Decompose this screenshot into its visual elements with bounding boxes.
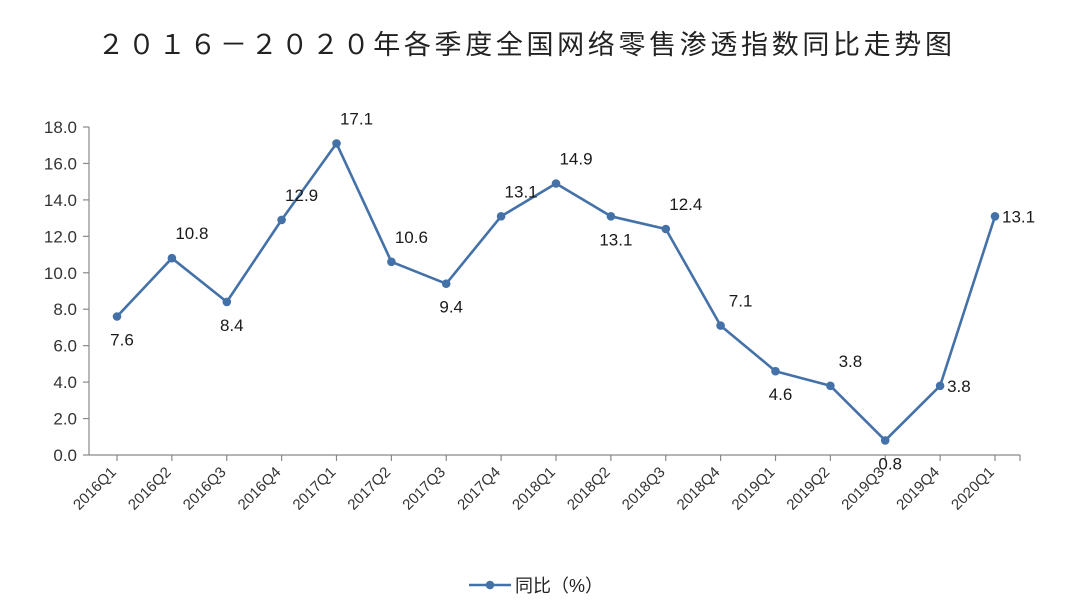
- svg-text:6.0: 6.0: [53, 337, 77, 356]
- svg-text:2016Q2: 2016Q2: [125, 464, 175, 514]
- svg-text:13.1: 13.1: [1002, 207, 1035, 226]
- svg-text:3.8: 3.8: [839, 352, 863, 371]
- svg-text:2019Q3: 2019Q3: [838, 464, 888, 514]
- svg-text:2018Q4: 2018Q4: [674, 464, 724, 514]
- svg-text:9.4: 9.4: [439, 298, 463, 317]
- svg-text:2017Q4: 2017Q4: [454, 464, 504, 514]
- svg-text:10.0: 10.0: [44, 264, 77, 283]
- svg-text:17.1: 17.1: [340, 109, 373, 128]
- svg-text:2019Q1: 2019Q1: [729, 464, 779, 514]
- svg-text:2.0: 2.0: [53, 410, 77, 429]
- svg-text:7.6: 7.6: [110, 331, 134, 350]
- svg-text:2018Q1: 2018Q1: [509, 464, 559, 514]
- svg-text:2017Q2: 2017Q2: [344, 464, 394, 514]
- svg-text:2018Q2: 2018Q2: [564, 464, 614, 514]
- svg-text:12.0: 12.0: [44, 227, 77, 246]
- svg-text:13.1: 13.1: [505, 182, 538, 201]
- svg-text:4.6: 4.6: [769, 385, 793, 404]
- svg-text:2018Q3: 2018Q3: [619, 464, 669, 514]
- svg-text:12.9: 12.9: [285, 186, 318, 205]
- svg-text:8.4: 8.4: [220, 316, 244, 335]
- svg-text:13.1: 13.1: [599, 230, 632, 249]
- svg-text:2016Q4: 2016Q4: [235, 464, 285, 514]
- svg-text:12.4: 12.4: [669, 195, 702, 214]
- svg-text:0.0: 0.0: [53, 446, 77, 465]
- svg-text:2017Q3: 2017Q3: [399, 464, 449, 514]
- svg-text:10.8: 10.8: [175, 224, 208, 243]
- svg-text:10.6: 10.6: [395, 228, 428, 247]
- svg-text:18.0: 18.0: [44, 118, 77, 137]
- svg-text:2016Q3: 2016Q3: [180, 464, 230, 514]
- svg-text:4.0: 4.0: [53, 373, 77, 392]
- svg-text:2019Q2: 2019Q2: [783, 464, 833, 514]
- svg-text:14.0: 14.0: [44, 191, 77, 210]
- svg-text:16.0: 16.0: [44, 154, 77, 173]
- svg-text:2016Q1: 2016Q1: [70, 464, 120, 514]
- svg-text:2020Q1: 2020Q1: [948, 464, 998, 514]
- svg-text:7.1: 7.1: [729, 292, 753, 311]
- svg-text:2017Q1: 2017Q1: [290, 464, 340, 514]
- svg-text:3.8: 3.8: [947, 377, 971, 396]
- svg-text:14.9: 14.9: [559, 150, 592, 169]
- svg-text:8.0: 8.0: [53, 300, 77, 319]
